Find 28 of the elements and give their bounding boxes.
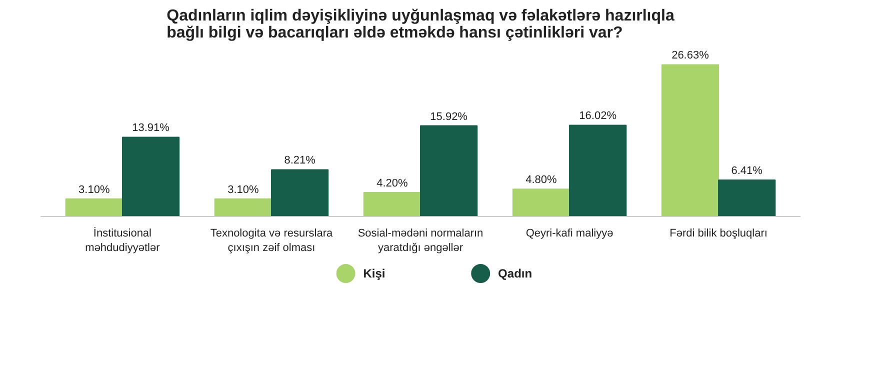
x-tick-label: Fərdi bilik boşluqları — [670, 228, 768, 240]
bar — [718, 179, 776, 216]
legend-label: Kişi — [363, 266, 386, 280]
legend-label: Qadın — [498, 266, 532, 280]
bar — [122, 136, 180, 216]
bar — [569, 124, 627, 216]
bar — [512, 188, 570, 216]
data-label: 15.92% — [430, 110, 468, 123]
x-tick-label: Qeyri-kafi maliyyə — [526, 228, 614, 240]
data-label: 3.10% — [78, 184, 110, 196]
data-label: 6.41% — [731, 164, 763, 177]
bar — [661, 64, 720, 216]
bar — [363, 192, 421, 216]
data-label: 16.02% — [579, 110, 617, 122]
data-label: 4.20% — [376, 178, 408, 190]
x-tick-label: Texnologita və resurslara çıxışın zəif olması — [210, 228, 334, 254]
x-tick-label: İnstitusional məhdudiyyətlər — [85, 226, 160, 254]
data-label: 3.10% — [228, 184, 259, 196]
data-label: 26.63% — [672, 50, 710, 62]
x-tick-label: Sosial-mədəni normaların yaratdığı əngəllər — [358, 228, 484, 254]
data-label: 13.91% — [132, 122, 170, 134]
bar — [270, 169, 329, 216]
data-label: 8.21% — [284, 154, 316, 167]
bar — [420, 125, 478, 216]
data-label: 4.80% — [526, 174, 558, 186]
chart-title: Qadınların iqlim dəyişikliyinə uyğunlaşmaq və fəlakətlərə hazırlıqla bağlı bilgi və bacarıqları əldə etməkdə hansı çətinlikləri var? — [166, 8, 674, 42]
bar — [214, 198, 272, 216]
bar — [65, 198, 123, 216]
